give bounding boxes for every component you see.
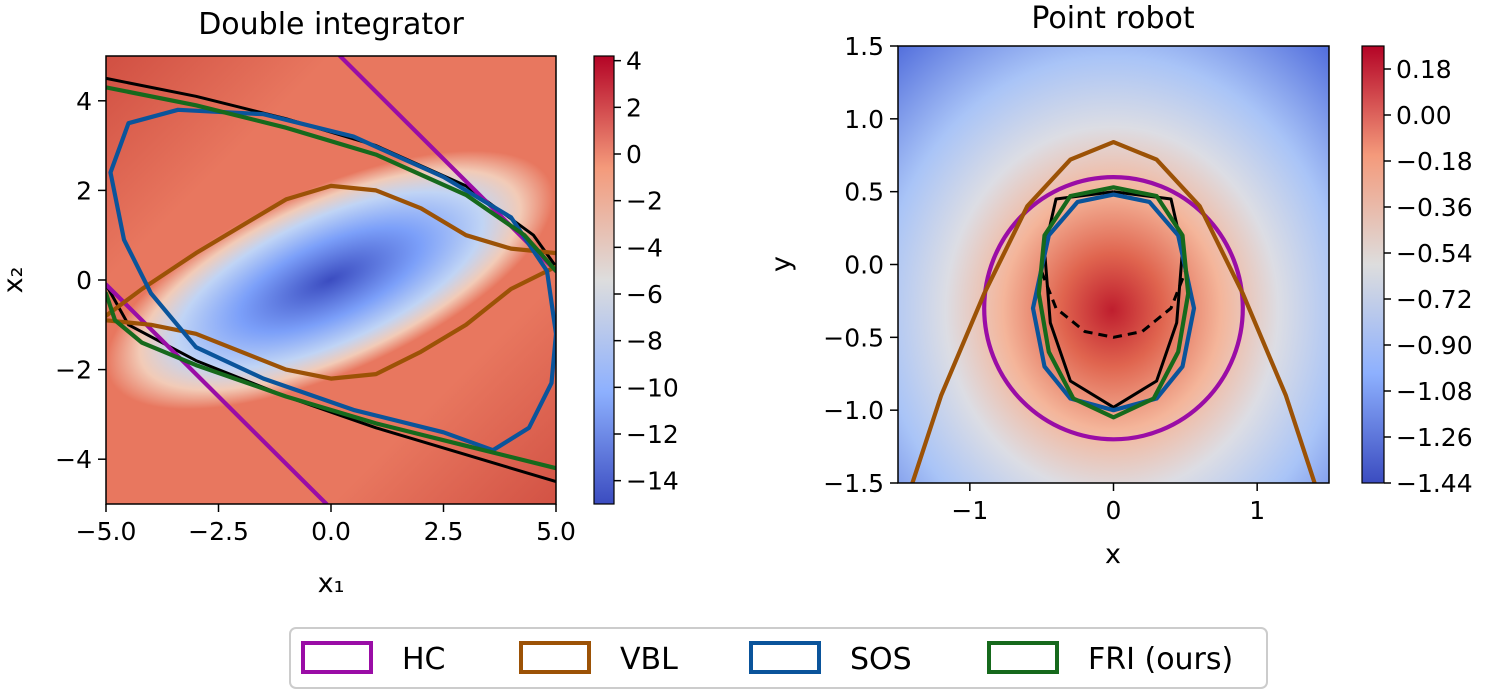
panel-right-colorbar <box>1361 45 1385 484</box>
right-xtick-label: 1 <box>1249 496 1265 525</box>
legend-item-vbl: VBL <box>519 641 678 677</box>
right-colorbar-tick-label: −1.26 <box>1396 423 1473 452</box>
left-curve-vbl-0 <box>106 183 556 318</box>
right-ytick-label: 1.5 <box>844 32 884 61</box>
panel-left-colorbar <box>593 55 615 505</box>
left-colorbar-tick-label: 4 <box>626 47 642 76</box>
legend-label-vbl: VBL <box>620 642 678 677</box>
right-ytick-label: 0.0 <box>844 251 884 280</box>
left-xtick-label: −2.5 <box>188 517 249 546</box>
panel-right-curves <box>910 140 1317 483</box>
right-curve-vbl-0 <box>910 140 1317 483</box>
right-ytick-label: 1.0 <box>844 105 884 134</box>
right-xtick-label: 0 <box>1106 496 1122 525</box>
panel-right-title: Point robot <box>1031 1 1194 36</box>
right-curve-sos-0 <box>1030 192 1197 413</box>
left-ytick-label: 0 <box>76 266 92 295</box>
legend-item-fri-ours: FRI (ours) <box>987 641 1233 677</box>
left-colorbar-tick-label: 0 <box>626 140 642 169</box>
left-ytick-label: −2 <box>55 356 92 385</box>
left-xtick-label: 0.0 <box>311 517 351 546</box>
right-xtick-label: −1 <box>951 496 988 525</box>
right-colorbar-tick-label: −0.36 <box>1396 193 1473 222</box>
left-ytick-label: 2 <box>76 176 92 205</box>
left-colorbar-tick-label: −10 <box>626 373 679 402</box>
left-xtick-label: 2.5 <box>424 517 464 546</box>
legend-swatch-hc <box>301 641 373 674</box>
panel-right-colorbar-ticks: 0.18 0.00 −0.18 −0.36 −0.54 −0.72 −0.90 −1.08 −1… <box>1384 55 1473 498</box>
left-curve-hc-0 <box>337 56 556 274</box>
right-colorbar-tick-label: −0.72 <box>1396 285 1473 314</box>
legend: HC VBL SOS FRI (ours) <box>289 627 1268 689</box>
legend-label-hc: HC <box>402 642 446 677</box>
right-colorbar-tick-label: −0.54 <box>1396 239 1473 268</box>
left-xtick-label: 5.0 <box>536 517 576 546</box>
panel-left-colorbar-ticks: 4 2 0 −2 −4 −6 −8 −10 −12 −14 <box>614 47 679 496</box>
panel-left-title: Double integrator <box>198 7 464 42</box>
right-colorbar-tick-label: −0.90 <box>1396 331 1473 360</box>
panel-right-x-ticks: −1 0 1 <box>951 483 1265 525</box>
right-colorbar-tick-label: −1.44 <box>1396 469 1473 498</box>
right-ytick-label: −1.0 <box>823 396 884 425</box>
left-ytick-label: 4 <box>76 87 92 116</box>
right-colorbar-tick-label: −0.18 <box>1396 147 1473 176</box>
legend-swatch-vbl <box>519 641 591 674</box>
panel-left-y-label: x₂ <box>0 267 29 294</box>
left-xtick-label: −5.0 <box>76 517 137 546</box>
right-colorbar-tick-label: 0.18 <box>1396 55 1452 84</box>
panel-point-robot: Point robot −1 0 1 1.5 1.0 0.5 0.0 −0.5 −1.0 −1.… <box>766 1 1473 570</box>
panel-left-x-label: x₁ <box>318 568 345 599</box>
panel-right-y-label: y <box>766 256 797 272</box>
left-curve-sos-0 <box>108 107 556 453</box>
right-ytick-label: −0.5 <box>823 323 884 352</box>
panel-right-y-ticks: 1.5 1.0 0.5 0.0 −0.5 −1.0 −1.5 <box>823 32 898 498</box>
panel-right-x-label: x <box>1105 539 1121 570</box>
left-ytick-label: −4 <box>55 445 92 474</box>
right-ytick-label: −1.5 <box>823 469 884 498</box>
left-colorbar-tick-label: −8 <box>626 327 663 356</box>
right-colorbar-tick-label: 0.00 <box>1396 101 1452 130</box>
panel-left-curves <box>106 56 556 504</box>
right-colorbar-tick-label: −1.08 <box>1396 377 1473 406</box>
right-reference-curve-1-0 <box>1040 271 1187 339</box>
left-colorbar-tick-label: −2 <box>626 187 663 216</box>
legend-item-sos: SOS <box>749 641 912 677</box>
left-curve-hc-1 <box>106 282 329 504</box>
panel-left-x-ticks: −5.0 −2.5 0.0 2.5 5.0 <box>76 504 576 546</box>
legend-swatch-fri-ours <box>987 641 1059 674</box>
panel-double-integrator: Double integrator −5.0 −2.5 0.0 2.5 5.0 −4 −2… <box>0 7 679 599</box>
legend-label-sos: SOS <box>850 642 912 677</box>
legend-label-fri-ours: FRI (ours) <box>1088 642 1233 677</box>
left-colorbar-tick-label: 2 <box>626 93 642 122</box>
left-curve-fri-ours-0 <box>106 85 556 274</box>
right-curve-fri-ours-0 <box>1036 185 1191 420</box>
left-colorbar-tick-label: −6 <box>626 280 663 309</box>
left-colorbar-tick-label: −12 <box>626 420 679 449</box>
panel-left-y-ticks: −4 −2 0 2 4 <box>55 87 106 474</box>
left-colorbar-tick-label: −4 <box>626 233 663 262</box>
legend-item-hc: HC <box>301 641 446 677</box>
panel-left-heatmap-corners <box>106 56 556 504</box>
left-colorbar-tick-label: −14 <box>626 467 679 496</box>
left-curve-fri-ours-1 <box>106 291 556 471</box>
right-curve-hc <box>982 175 1245 442</box>
right-ytick-label: 0.5 <box>844 178 884 207</box>
legend-swatch-sos <box>749 641 821 674</box>
